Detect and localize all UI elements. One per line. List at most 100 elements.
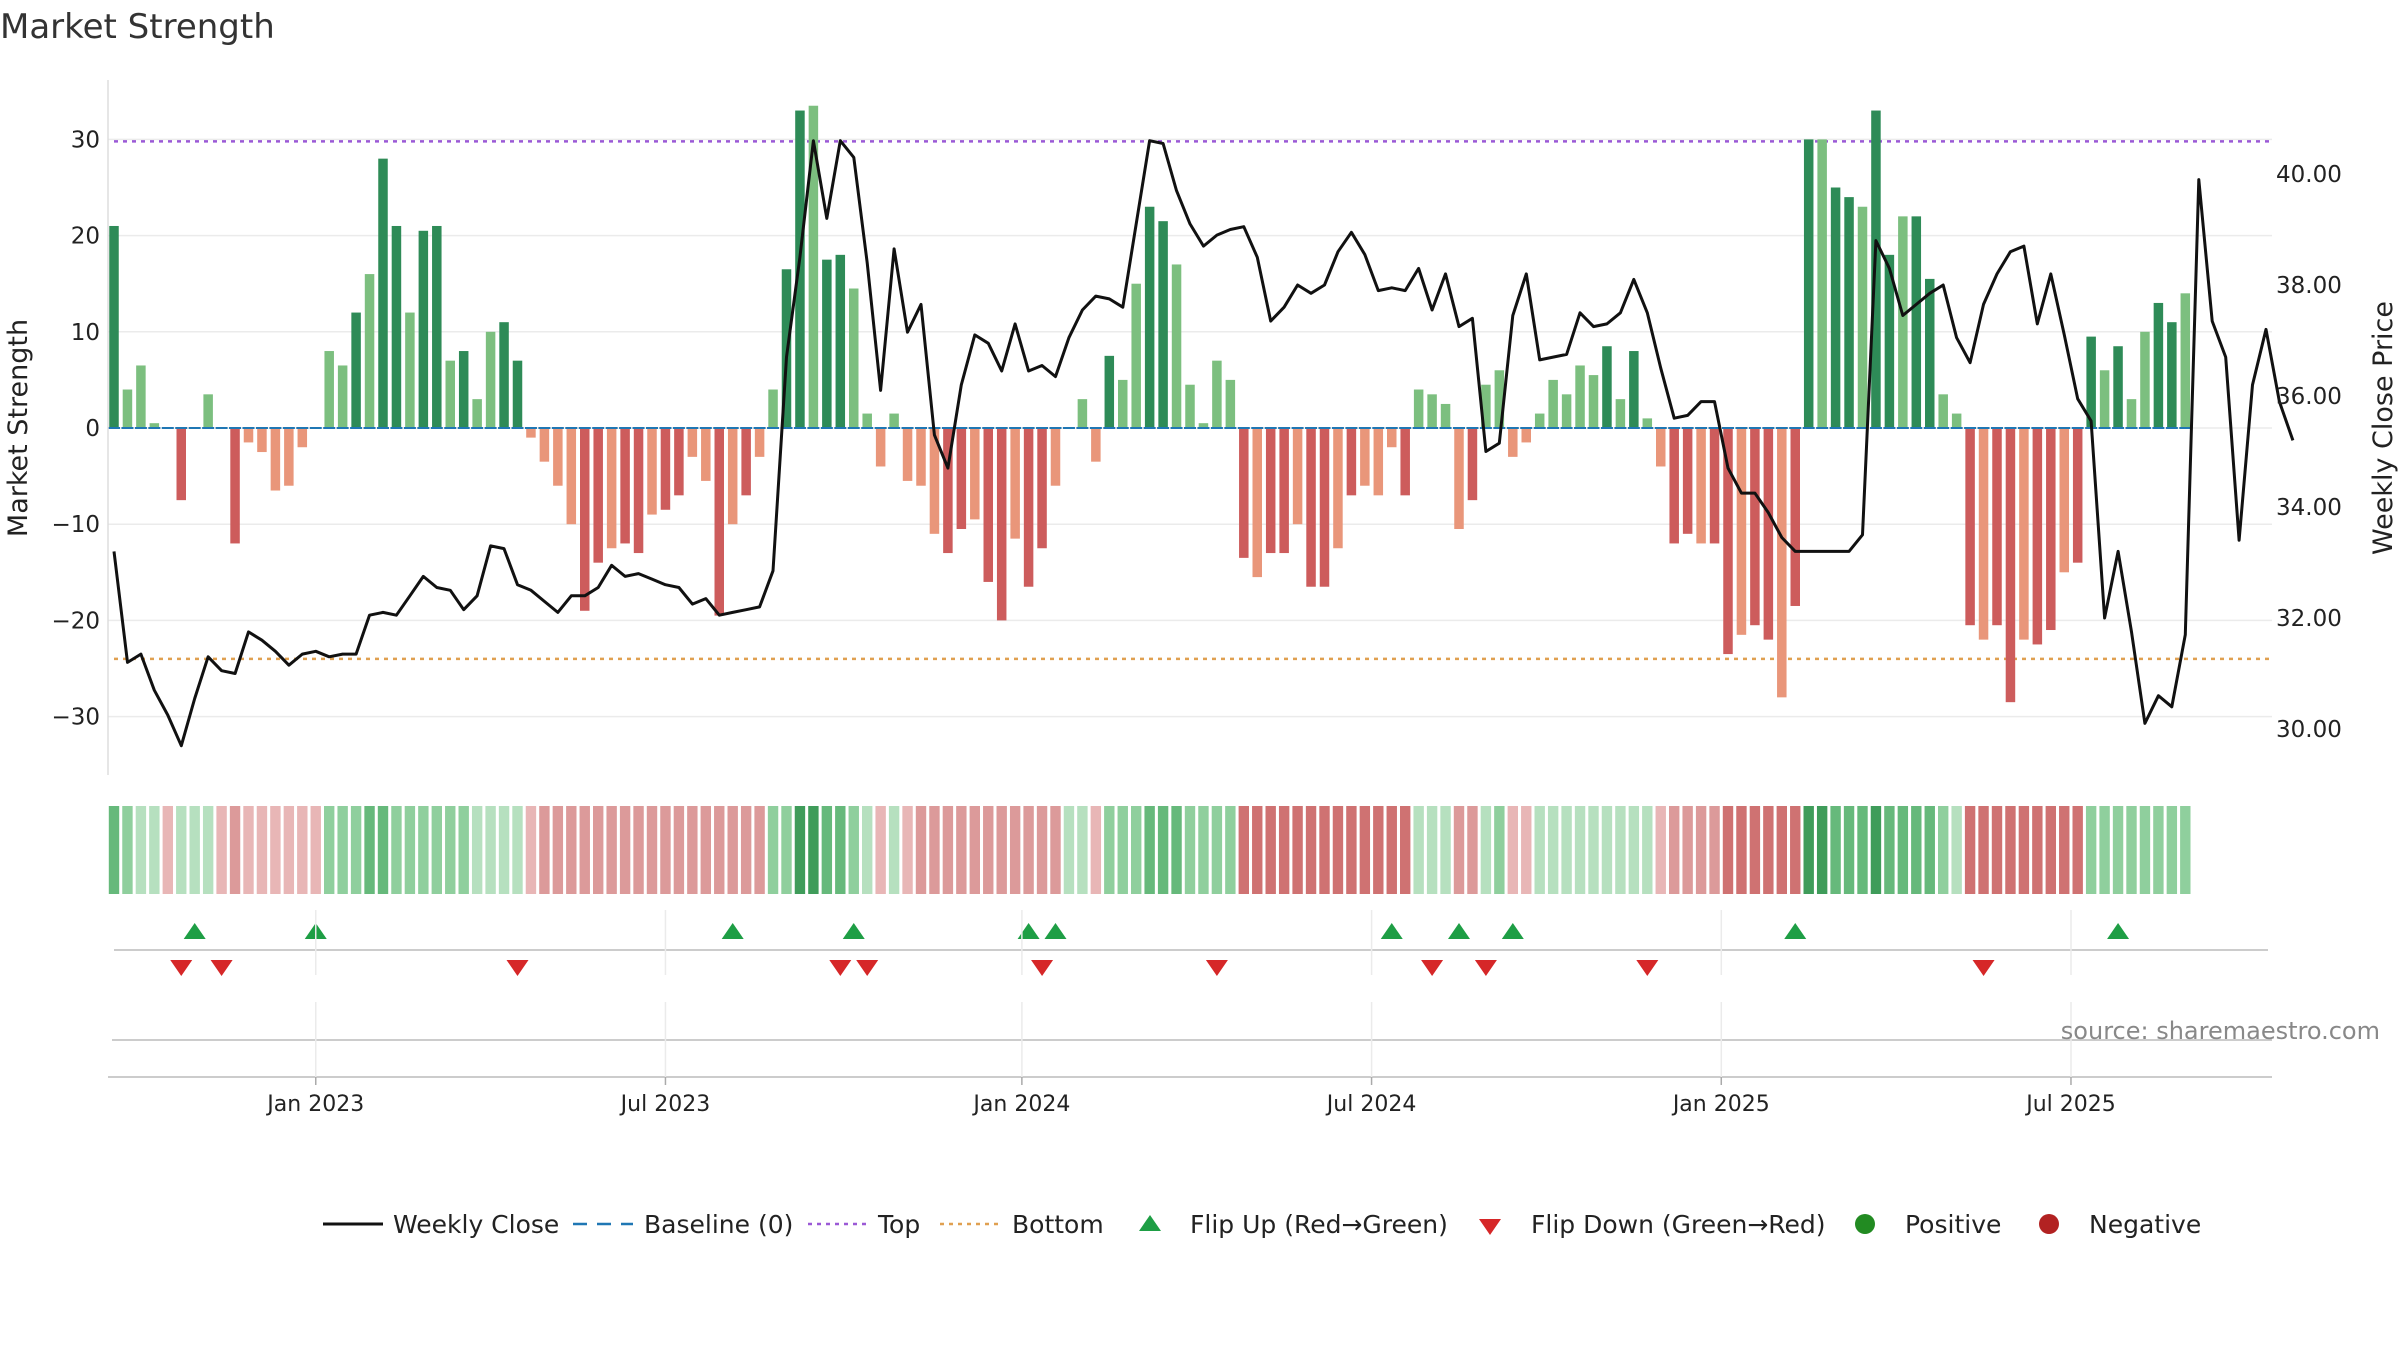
trend-strip-cell [364,806,375,894]
strength-bar [1373,428,1384,496]
strength-bars [109,105,2191,703]
trend-strip-cell [418,806,429,894]
strength-bar [1736,428,1747,635]
strength-bar [1669,428,1679,544]
trend-strip-cell [310,806,321,894]
trend-strip-cell [1009,806,1021,894]
trend-strip-cell [270,806,281,894]
strength-bar [1803,139,1814,428]
trend-strip-cell [1131,806,1142,894]
left-tick-label: −10 [51,512,100,538]
trend-strip-cell [673,806,685,894]
trend-strip-cell [2018,806,2030,894]
strength-bar [1225,379,1236,428]
strength-bar [2180,293,2191,428]
strength-bar [1185,384,1195,428]
strength-bar [1400,428,1410,496]
trend-strip-cell [929,806,940,894]
price-line-group [112,139,2295,748]
trend-strip-cell [189,806,200,894]
trend-strip-cell [2139,806,2151,894]
trend-strip-cell [216,806,227,894]
strength-bar [916,428,926,486]
trend-strip-cell [2072,806,2083,894]
x-tick-label: Jul 2024 [1325,1092,1417,1117]
trend-strip-cell [1615,806,1626,894]
strength-bar [970,428,980,520]
trend-strip-cell [1521,806,1532,894]
strength-bar [1548,379,1558,428]
trend-strip-cell [1359,806,1371,894]
trend-strip-cell [767,806,779,894]
strength-bar [620,428,630,544]
strength-bar [1951,413,1962,428]
strength-bar [1629,351,1639,428]
strength-bar [2032,428,2043,645]
strength-bar [1010,428,1020,539]
strength-bar [445,360,455,428]
strength-bar [1131,283,1141,428]
trend-strip-cell [1184,806,1196,894]
trend-strip-cell [149,806,160,894]
trend-strip-cell [337,806,348,894]
flip-up-marker [2107,923,2130,939]
flip-down-marker [1972,960,1995,976]
strength-bar [741,428,751,496]
trend-strip-cell [902,806,913,894]
trend-strip-cell [1749,806,1761,894]
legend-negative-label: Negative [2089,1210,2201,1239]
strength-bar [1265,428,1276,554]
strength-bar [324,351,334,428]
trend-strip-cell [2180,806,2191,894]
trend-strip-cell [1628,806,1640,894]
legend-flip-down-swatch [1479,1219,1501,1235]
strength-bar [1104,355,1115,428]
strength-bar [1844,197,1854,428]
strength-bar [983,428,993,582]
strength-bar [176,428,186,501]
trend-strip-cell [1830,806,1841,894]
strength-bar [1239,428,1249,558]
strength-bar [1319,428,1330,587]
strength-bar [1050,428,1061,486]
strength-bar [122,389,133,428]
trend-strip-cell [2112,806,2124,894]
flip-up-marker [183,923,206,939]
axes: 30 20 10 0 −10 −20 −30 Market Strength 40.00 38.0… [3,80,2399,775]
trend-strip-cell [1884,806,1895,894]
strength-bar [956,428,967,530]
trend-strip-cell [1978,806,1989,894]
trend-strip-cell [1951,806,1962,894]
strength-bar [1494,370,1505,428]
strength-bar [1037,428,1047,549]
strength-bar [351,312,361,428]
strength-bar [1898,216,1908,428]
trend-strip-cell [1682,806,1693,894]
strength-bar [996,428,1007,621]
trend-strip-cell [324,806,335,894]
trend-strip-cell [700,806,711,894]
trend-strip-cell [2085,806,2097,894]
strength-bar [553,428,563,486]
trend-strip-cell [431,806,442,894]
strength-bar [2153,302,2164,428]
trend-strip-cell [646,806,658,894]
trend-strip-cell [2166,806,2178,894]
flip-down-marker [1421,960,1444,976]
strength-bar [808,105,819,428]
trend-strip-cell [1534,806,1545,894]
strength-bar [606,428,617,549]
left-tick-label: −20 [51,608,100,634]
strength-bar [472,399,482,428]
trend-strip-cell [256,806,268,894]
trend-strip-cell [377,806,389,894]
strength-bar [243,428,254,443]
strength-bar [1091,428,1101,462]
strength-bar [2086,336,2096,428]
trend-strip-cell [485,806,496,894]
trend-strip-cell [1144,806,1155,894]
strength-bar [1508,428,1518,457]
flip-down-marker [1031,960,1054,976]
trend-strip-cell [176,806,187,894]
strength-bar [2019,428,2029,640]
